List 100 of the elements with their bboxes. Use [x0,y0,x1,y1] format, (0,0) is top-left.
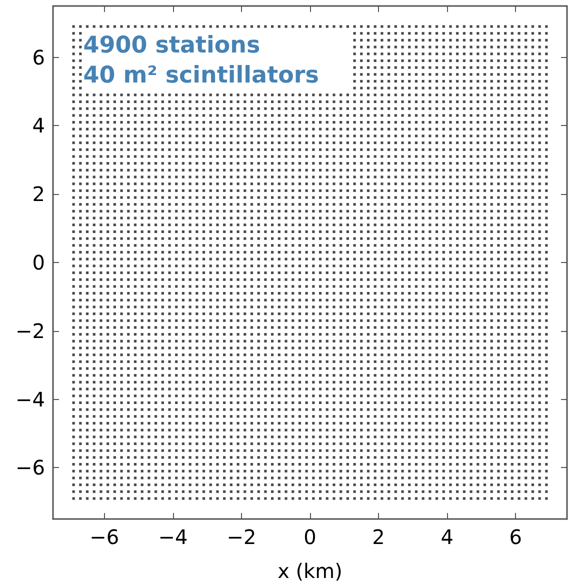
point [366,46,370,48]
point [388,46,390,48]
point [72,38,75,42]
point [79,52,82,56]
point [524,46,528,48]
point [422,32,424,35]
point [483,86,486,90]
point [442,32,445,35]
point [366,80,370,83]
point [456,86,459,90]
point [538,46,541,48]
point [374,52,376,56]
point [408,73,411,76]
point [388,59,390,62]
point [374,59,376,62]
point [435,59,438,62]
point [428,59,432,62]
point [374,80,376,83]
point [422,59,424,62]
point [442,73,445,76]
point [518,46,520,48]
point [449,73,452,76]
x-tick-label: 6 [509,525,522,549]
point [428,73,432,76]
point [470,38,472,42]
point [470,46,472,48]
point [545,80,548,83]
point [470,32,472,35]
x-axis-title: x (km) [278,559,342,583]
point [545,52,548,56]
point [408,59,411,62]
point [490,46,493,48]
point [531,32,534,35]
point [497,46,500,48]
point [518,66,520,69]
point [524,66,528,69]
point [470,66,472,69]
point [360,80,363,83]
point [510,59,514,62]
point [442,52,445,56]
point [72,32,75,35]
point [388,86,390,90]
point [435,66,438,69]
point [490,73,493,76]
point [497,66,500,69]
point [380,80,384,83]
point [518,38,520,42]
point [531,80,534,83]
point [366,38,370,42]
point [414,66,418,69]
point [360,86,363,90]
point [449,86,452,90]
point [422,86,424,90]
point [401,80,404,83]
point [470,73,472,76]
point [456,46,459,48]
point [490,32,493,35]
point [374,86,376,90]
point [497,32,500,35]
point [401,52,404,56]
point [462,38,466,42]
point [428,66,432,69]
point [504,59,507,62]
point [456,32,459,35]
point [401,59,404,62]
point [442,66,445,69]
point [483,80,486,83]
point [545,86,548,90]
point [353,59,356,62]
point [490,66,493,69]
point [401,66,404,69]
point [442,80,445,83]
point [394,86,397,90]
y-tick-label: −2 [16,318,45,343]
point [524,52,528,56]
point [360,52,363,56]
point [388,66,390,69]
point [442,59,445,62]
point [476,52,480,56]
point [79,38,82,42]
point [374,66,376,69]
point [483,73,486,76]
point [422,73,424,76]
point [401,86,404,90]
point [510,46,514,48]
point [414,59,418,62]
point [435,32,438,35]
point [388,80,390,83]
point [490,86,493,90]
point [422,46,424,48]
point [388,38,390,42]
point [510,80,514,83]
point [435,73,438,76]
point [504,80,507,83]
point [366,59,370,62]
point [401,32,404,35]
x-tick-label: 2 [372,525,385,549]
point [510,38,514,42]
point [428,80,432,83]
point [456,59,459,62]
